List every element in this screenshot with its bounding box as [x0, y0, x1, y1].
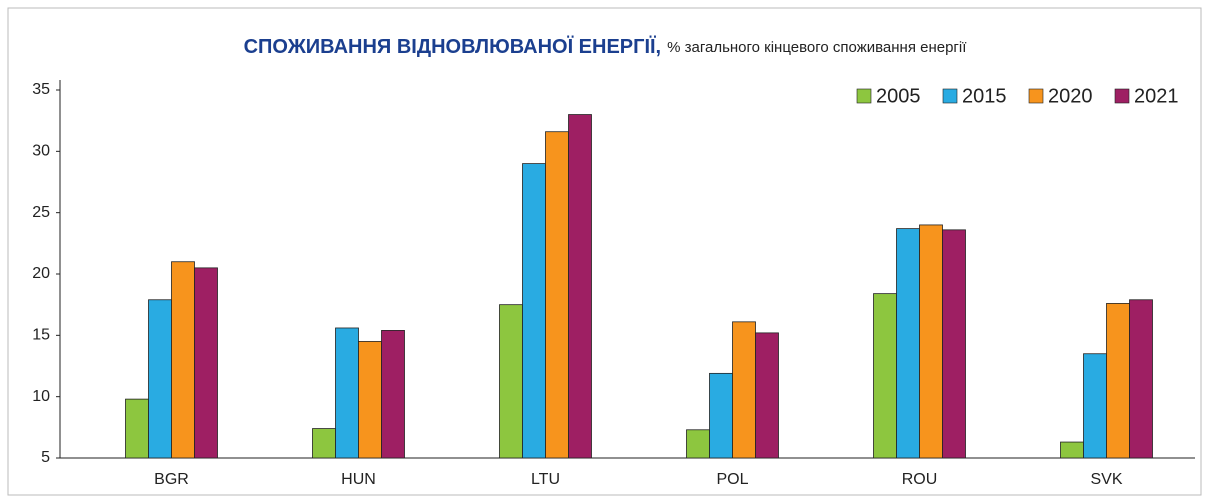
y-tick-label: 25: [32, 204, 50, 221]
legend-swatch: [1114, 88, 1130, 104]
legend-label: 2021: [1134, 85, 1179, 107]
legend-label: 2015: [962, 85, 1007, 107]
bar: [194, 267, 218, 459]
bar: [358, 341, 382, 459]
y-tick-label: 10: [32, 388, 50, 405]
y-tick-label: 15: [32, 327, 50, 344]
bar: [1083, 353, 1107, 459]
bar: [1060, 441, 1084, 459]
y-tick-label: 20: [32, 265, 50, 282]
bar: [873, 293, 897, 459]
bar: [335, 327, 359, 459]
bar: [148, 299, 172, 459]
legend-swatch: [942, 88, 958, 104]
bar: [171, 261, 195, 459]
legend-label: 2005: [876, 85, 921, 107]
legend-swatch: [1028, 88, 1044, 104]
x-tick-label: SVK: [1090, 471, 1122, 488]
x-tick-label: BGR: [154, 471, 189, 488]
bar: [545, 131, 569, 459]
bar: [125, 398, 149, 459]
y-tick-label: 5: [41, 449, 50, 466]
x-tick-label: HUN: [341, 471, 376, 488]
chart-subtitle: % загального кінцевого споживання енергі…: [667, 39, 967, 56]
bar: [522, 163, 546, 459]
bar: [755, 332, 779, 459]
x-tick-label: POL: [716, 471, 748, 488]
bar: [1106, 303, 1130, 459]
bar: [942, 229, 966, 459]
bar: [732, 321, 756, 459]
bar: [312, 428, 336, 459]
legend-swatch: [856, 88, 872, 104]
bar: [381, 330, 405, 459]
bar: [686, 429, 710, 459]
x-tick-label: ROU: [902, 471, 938, 488]
bar: [499, 304, 523, 459]
x-tick-label: LTU: [531, 471, 560, 488]
y-tick-label: 35: [32, 81, 50, 98]
frame: [7, 7, 1202, 496]
bar: [1129, 299, 1153, 459]
chart-heading: СПОЖИВАННЯ ВІДНОВЛЮВАНОЇ ЕНЕРГІЇ, % загал…: [244, 35, 968, 58]
chart-title: СПОЖИВАННЯ ВІДНОВЛЮВАНОЇ ЕНЕРГІЇ,: [244, 35, 662, 58]
bar: [709, 372, 733, 459]
bar: [896, 228, 920, 459]
bar: [568, 114, 592, 459]
bar: [919, 224, 943, 459]
y-tick-label: 30: [32, 143, 50, 160]
legend-label: 2020: [1048, 85, 1093, 107]
